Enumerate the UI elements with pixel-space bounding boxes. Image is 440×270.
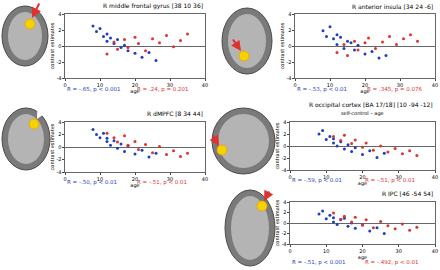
svg-text:0: 0 — [293, 82, 296, 88]
svg-text:40: 40 — [202, 176, 208, 182]
svg-text:2: 2 — [283, 209, 286, 215]
svg-text:2: 2 — [58, 131, 61, 137]
svg-text:20: 20 — [132, 176, 138, 182]
svg-text:2: 2 — [283, 131, 286, 137]
svg-text:age: age — [358, 180, 367, 187]
svg-text:R dMPFC [8 34 44]: R dMPFC [8 34 44] — [147, 110, 203, 117]
svg-text:4: 4 — [58, 119, 61, 125]
svg-text:30: 30 — [397, 82, 403, 88]
svg-text:contrast estimates: contrast estimates — [49, 22, 55, 69]
svg-text:0: 0 — [63, 176, 66, 182]
svg-text:30: 30 — [167, 82, 173, 88]
svg-text:40: 40 — [202, 82, 208, 88]
svg-text:4: 4 — [58, 11, 61, 17]
svg-text:10: 10 — [327, 82, 333, 88]
svg-text:R = -.50, p < 0.01: R = -.50, p < 0.01 — [67, 179, 117, 186]
svg-text:contrast estimates: contrast estimates — [279, 22, 285, 69]
svg-text:age: age — [360, 88, 369, 95]
svg-text:20: 20 — [132, 82, 138, 88]
svg-text:0: 0 — [288, 174, 291, 180]
svg-text:0: 0 — [58, 43, 61, 49]
svg-text:-4: -4 — [286, 75, 291, 81]
svg-text:R = -.65, p < 0.001: R = -.65, p < 0.001 — [67, 86, 121, 93]
svg-text:30: 30 — [396, 248, 402, 254]
svg-text:30: 30 — [167, 176, 173, 182]
svg-text:R = -.492, p < 0.01: R = -.492, p < 0.01 — [365, 259, 419, 266]
svg-text:R = -.51, p < 0.01: R = -.51, p < 0.01 — [365, 177, 415, 184]
svg-text:-2: -2 — [286, 59, 291, 65]
svg-text:self-control – age: self-control – age — [341, 110, 384, 117]
svg-text:R = -.53, p < 0.01: R = -.53, p < 0.01 — [297, 86, 347, 93]
svg-text:4: 4 — [283, 199, 286, 205]
svg-text:contrast estimates: contrast estimates — [49, 123, 55, 170]
svg-text:contrast estimates: contrast estimates — [274, 122, 280, 169]
svg-text:R = -.51, p < 0.001: R = -.51, p < 0.001 — [292, 259, 346, 266]
svg-text:contrast estimates: contrast estimates — [274, 199, 280, 246]
svg-text:4: 4 — [288, 11, 291, 17]
svg-text:0: 0 — [283, 220, 286, 226]
svg-text:0: 0 — [288, 43, 291, 49]
svg-text:20: 20 — [362, 82, 368, 88]
svg-text:-2: -2 — [56, 156, 61, 162]
svg-text:2: 2 — [58, 27, 61, 33]
svg-text:R = .345, p = 0.076: R = .345, p = 0.076 — [367, 86, 423, 93]
svg-text:R = -.59, p < 0.01: R = -.59, p < 0.01 — [292, 177, 342, 184]
svg-text:0: 0 — [283, 143, 286, 149]
svg-text:R anterior insula [34 24 -6]: R anterior insula [34 24 -6] — [352, 3, 433, 10]
svg-text:20: 20 — [359, 174, 365, 180]
svg-text:10: 10 — [323, 174, 329, 180]
svg-text:age: age — [130, 88, 139, 95]
svg-text:2: 2 — [288, 27, 291, 33]
svg-text:R = .24, p = 0.201: R = .24, p = 0.201 — [137, 86, 189, 93]
svg-text:10: 10 — [97, 82, 103, 88]
svg-text:-2: -2 — [281, 155, 286, 161]
svg-text:age: age — [130, 182, 139, 189]
svg-text:-4: -4 — [56, 75, 61, 81]
svg-text:0: 0 — [63, 82, 66, 88]
svg-text:-4: -4 — [281, 241, 286, 247]
svg-text:0: 0 — [58, 144, 61, 150]
svg-text:10: 10 — [323, 248, 329, 254]
svg-text:age: age — [358, 254, 367, 261]
svg-text:40: 40 — [432, 248, 438, 254]
svg-text:10: 10 — [97, 176, 103, 182]
svg-text:4: 4 — [283, 119, 286, 125]
svg-text:R occipital cortex [BA 17/18]: R occipital cortex [BA 17/18] [10 -94 -1… — [309, 101, 433, 109]
svg-text:-4: -4 — [56, 169, 61, 175]
svg-text:-4: -4 — [281, 167, 286, 173]
svg-text:R middle frontal gyrus [38 10: R middle frontal gyrus [38 10 36] — [103, 2, 203, 10]
svg-text:R = -.51, p < 0.01: R = -.51, p < 0.01 — [137, 179, 187, 186]
svg-text:0: 0 — [288, 248, 291, 254]
svg-text:40: 40 — [432, 82, 438, 88]
svg-text:-2: -2 — [281, 230, 286, 236]
svg-text:R IPC [46 -54 54]: R IPC [46 -54 54] — [382, 190, 433, 197]
svg-text:40: 40 — [432, 174, 438, 180]
svg-text:30: 30 — [396, 174, 402, 180]
svg-text:-2: -2 — [56, 59, 61, 65]
svg-text:20: 20 — [359, 248, 365, 254]
